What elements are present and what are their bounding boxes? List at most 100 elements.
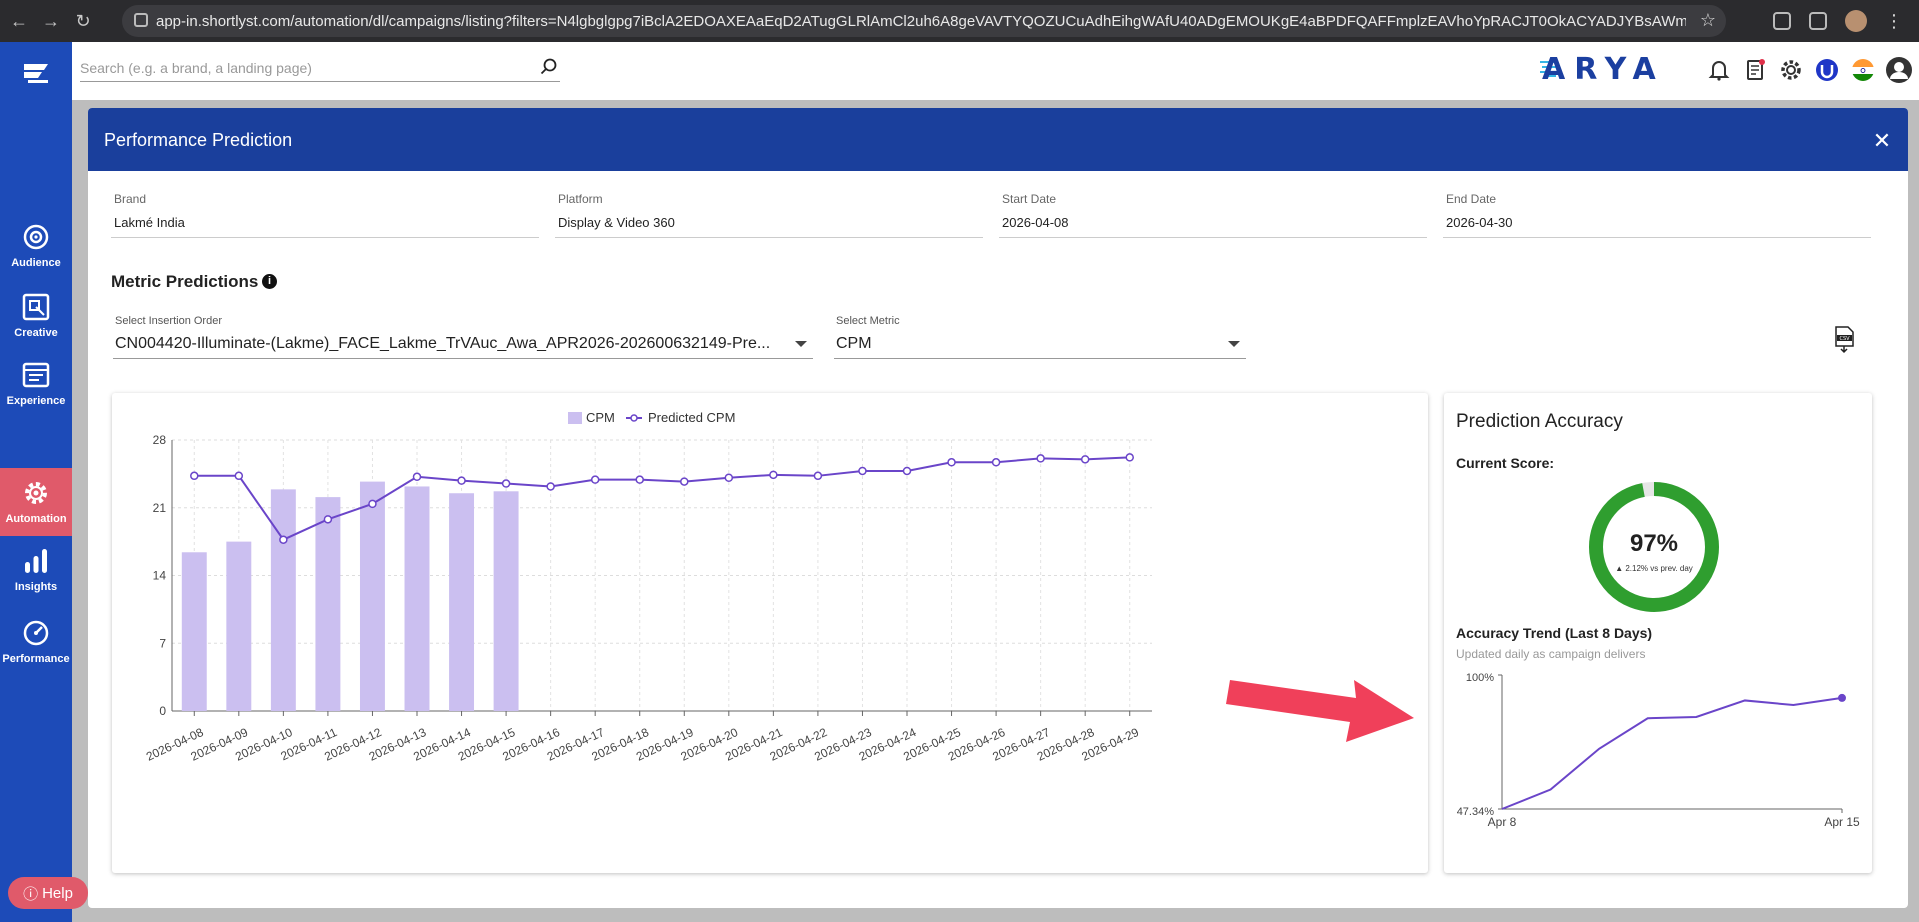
cpm-bar xyxy=(493,491,519,711)
browser-toolbar: ← → ↻ app-in.shortlyst.com/automation/dl… xyxy=(0,0,1919,42)
extensions-icon[interactable] xyxy=(1773,12,1791,30)
platform-field: Platform Display & Video 360 xyxy=(555,184,983,238)
metric-select[interactable]: Select Metric CPM xyxy=(834,315,1246,359)
trend-ymin-label: 47.34% xyxy=(1457,806,1495,818)
legend-swatch-predicted-point xyxy=(630,414,638,422)
sidebar-item-label: Creative xyxy=(14,327,58,339)
url-text[interactable]: app-in.shortlyst.com/automation/dl/campa… xyxy=(156,12,1686,30)
bookmark-star-icon[interactable]: ☆ xyxy=(1699,10,1716,30)
unilever-logo-icon[interactable] xyxy=(1813,56,1841,84)
start-date-field: Start Date 2026-04-08 xyxy=(999,184,1427,238)
gauge-fill xyxy=(1589,482,1719,612)
help-button[interactable]: ⓘ Help xyxy=(8,877,88,909)
predicted-cpm-point xyxy=(457,476,466,485)
gear-icon xyxy=(25,482,47,504)
trend-line xyxy=(1501,696,1843,810)
address-bar[interactable]: app-in.shortlyst.com/automation/dl/campa… xyxy=(122,5,1726,37)
predicted-cpm-point xyxy=(680,477,689,486)
platform-label: Platform xyxy=(558,192,603,206)
insertion-order-label: Select Insertion Order xyxy=(115,315,222,327)
user-avatar-icon[interactable] xyxy=(1885,56,1913,84)
search-placeholder[interactable]: Search (e.g. a brand, a landing page) xyxy=(80,60,312,76)
modal-header: Performance Prediction ✕ xyxy=(88,108,1908,171)
current-score-label: Current Score: xyxy=(1456,455,1555,471)
brand-value: Lakmé India xyxy=(114,215,185,230)
predicted-cpm-point xyxy=(635,475,644,484)
chevron-down-icon[interactable] xyxy=(795,341,807,347)
cpm-bar xyxy=(181,552,207,711)
predicted-cpm-point xyxy=(412,472,422,482)
predicted-cpm-point xyxy=(724,473,734,482)
predicted-cpm-point xyxy=(1080,455,1090,464)
insertion-order-value[interactable]: CN004420-Illuminate-(Lakme)_FACE_Lakme_T… xyxy=(115,335,771,352)
score-gauge: 97% ▲ 2.12% vs prev. day xyxy=(1589,482,1719,612)
performance-prediction-modal: Performance Prediction ✕ Brand Lakmé Ind… xyxy=(88,108,1908,908)
sidebar-item-label: Audience xyxy=(11,257,61,269)
settings-gear-icon[interactable] xyxy=(1777,56,1805,84)
app-logo-icon[interactable] xyxy=(22,62,50,84)
accuracy-title: Prediction Accuracy xyxy=(1456,411,1623,432)
y-tick-label: 0 xyxy=(159,704,166,718)
predicted-cpm-line xyxy=(194,456,1130,541)
sidebar-item-label: Experience xyxy=(6,395,66,407)
cpm-chart: 071421282026-04-082026-04-092026-04-1020… xyxy=(144,410,1152,764)
trend-xstart-label: Apr 8 xyxy=(1488,815,1517,829)
y-tick-label: 7 xyxy=(159,636,166,650)
end-date-label: End Date xyxy=(1446,192,1497,206)
predicted-cpm-point xyxy=(234,471,244,481)
document-icon[interactable] xyxy=(1741,56,1769,84)
annotation-arrow xyxy=(1226,680,1414,742)
sidebar-item-automation[interactable]: Automation xyxy=(0,468,72,536)
bar-chart-icon xyxy=(25,549,47,573)
sidebar-item-insights[interactable]: Insights xyxy=(0,536,72,604)
cpm-bar xyxy=(270,489,296,711)
profile-avatar[interactable] xyxy=(1845,10,1867,32)
insertion-order-select[interactable]: Select Insertion Order CN004420-Illumina… xyxy=(113,315,813,359)
score-value: 97% xyxy=(1630,530,1678,557)
sidebar-item-performance[interactable]: Performance xyxy=(0,608,72,676)
help-label: Help xyxy=(42,884,73,902)
close-icon[interactable]: ✕ xyxy=(1872,128,1892,153)
metric-value[interactable]: CPM xyxy=(836,335,872,352)
legend-label-cpm: CPM xyxy=(586,410,615,425)
back-icon[interactable]: ← xyxy=(10,10,28,31)
sidebar-item-label: Performance xyxy=(2,653,70,665)
predicted-cpm-point xyxy=(858,466,867,476)
sidebar-item-label: Automation xyxy=(5,513,67,525)
browser-window-icon xyxy=(22,362,50,388)
cpm-bar xyxy=(404,486,430,711)
search-input[interactable]: Search (e.g. a brand, a landing page) xyxy=(80,54,560,82)
bell-icon[interactable] xyxy=(1705,56,1733,84)
csv-download-icon[interactable]: CSV xyxy=(1833,326,1855,354)
app-sidebar: Audience Creative Experience Automation … xyxy=(0,42,72,922)
forward-icon[interactable]: → xyxy=(42,10,60,31)
y-tick-label: 21 xyxy=(153,501,167,515)
start-date-value: 2026-04-08 xyxy=(1002,215,1069,230)
sidebar-item-audience[interactable]: Audience xyxy=(0,212,72,280)
reload-icon[interactable]: ↻ xyxy=(75,10,91,31)
legend-swatch-cpm xyxy=(568,412,582,424)
arya-logo-mark-icon xyxy=(1540,61,1558,77)
predicted-cpm-point xyxy=(546,482,555,491)
site-info-icon[interactable] xyxy=(134,13,148,27)
sidebar-item-creative[interactable]: Creative xyxy=(0,282,72,350)
brand-label: Brand xyxy=(114,192,147,206)
app-topbar: Search (e.g. a brand, a landing page) AR… xyxy=(72,42,1919,100)
predicted-cpm-point xyxy=(590,475,600,484)
cast-icon[interactable] xyxy=(1809,12,1827,30)
cpm-bar xyxy=(226,541,252,711)
chevron-down-icon[interactable] xyxy=(1228,341,1240,347)
india-flag-icon[interactable] xyxy=(1849,56,1877,84)
browser-menu-icon[interactable]: ⋮ xyxy=(1885,10,1903,31)
accuracy-trend-chart: 100% 47.34% Apr 8 Apr 15 xyxy=(1457,672,1860,829)
y-tick-label: 28 xyxy=(153,433,167,447)
predicted-cpm-point xyxy=(947,458,956,467)
predicted-cpm-point xyxy=(813,471,823,481)
trend-last-point xyxy=(1838,693,1846,702)
trend-ymax-label: 100% xyxy=(1466,672,1494,684)
end-date-field: End Date 2026-04-30 xyxy=(1443,184,1871,238)
predicted-cpm-point xyxy=(1125,453,1134,462)
search-icon[interactable] xyxy=(540,58,558,76)
info-icon[interactable]: i xyxy=(262,274,277,289)
sidebar-item-experience[interactable]: Experience xyxy=(0,350,72,418)
